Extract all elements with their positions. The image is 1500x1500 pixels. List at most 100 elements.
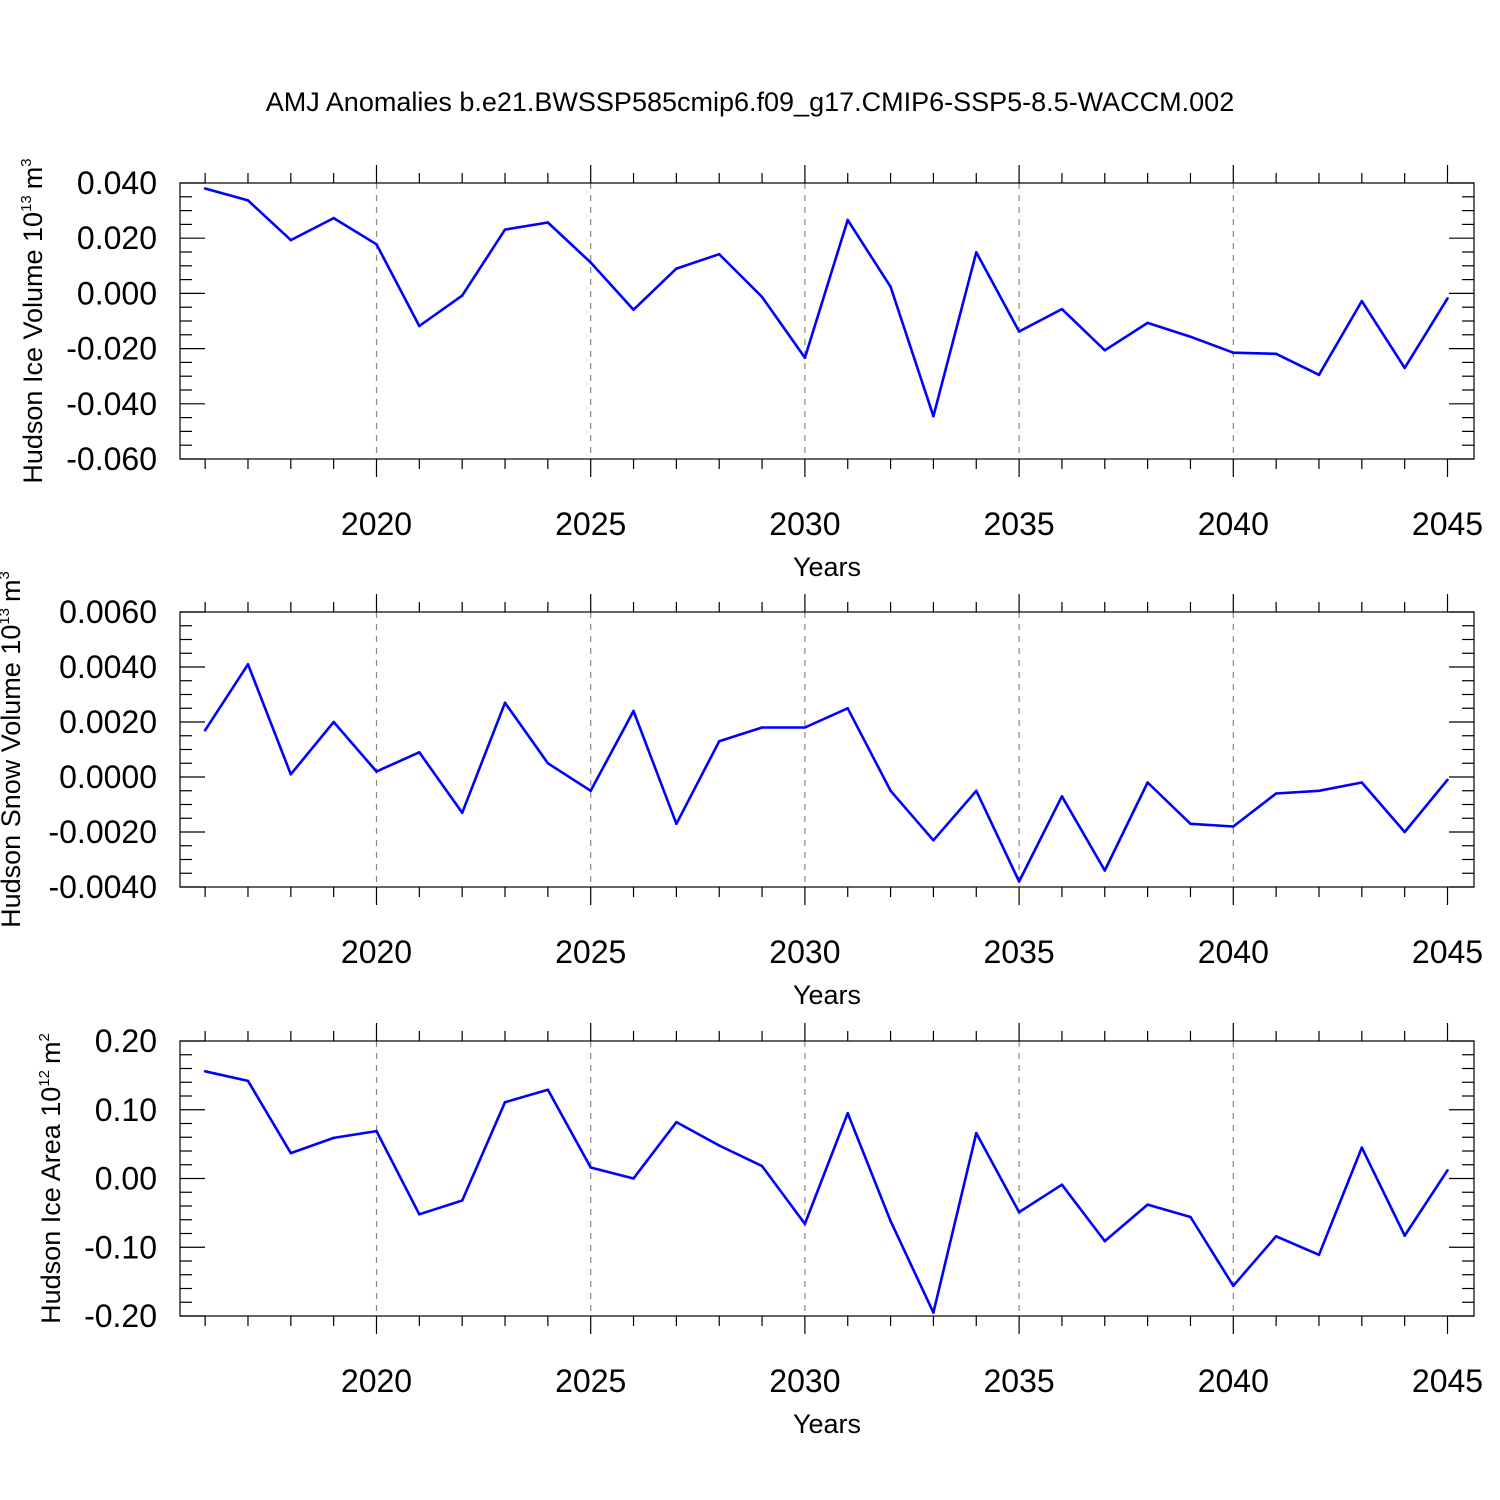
ice-area-data-point [974,1131,978,1135]
ice-area-ylabel-unit-exp: 2 [36,1033,53,1041]
snow-volume-xlabel: Years [793,980,861,1010]
snow-volume-data-point [460,811,464,815]
snow-volume-data-point [1060,794,1064,798]
snow-volume-xtick-label-2045: 2045 [1412,934,1483,970]
ice-volume-data-point [375,242,378,246]
snow-volume-data-point [203,728,207,732]
ice-volume-data-point [503,228,507,231]
snow-volume-ytick-label: -0.0020 [48,814,157,850]
ice-area-xtick-label-2025: 2025 [555,1363,626,1399]
snow-volume-xtick-label-2035: 2035 [984,934,1055,970]
snow-volume-ytick-label: 0.0000 [59,759,157,795]
ice-volume-data-point [1446,297,1449,300]
ice-area-data-point [760,1164,764,1168]
ice-volume-xlabel: Years [793,552,861,582]
ice-volume-data-point [675,267,678,270]
ice-area-ytick-label: 0.00 [95,1161,157,1197]
ice-area-data-point [1017,1210,1021,1214]
ice-area-data-point [889,1219,892,1223]
ice-area-data-point [1060,1183,1064,1186]
ice-area-data-point [1446,1168,1449,1172]
ice-area-data-point [503,1100,507,1104]
ice-area-ylabel-exp: 12 [36,1070,53,1087]
ice-volume-data-point [1274,352,1278,356]
ice-volume-data-point [1060,307,1064,311]
ice-area-data-point [1360,1146,1364,1149]
ice-volume-data-point [1317,373,1321,377]
figure-title: AMJ Anomalies b.e21.BWSSP585cmip6.f09_g1… [266,87,1234,117]
ice-volume-xtick-label-2025: 2025 [555,506,626,542]
ice-volume-ylabel-unit-exp: 3 [18,158,35,166]
snow-volume-data-point [503,701,507,705]
ice-area-data-point [803,1222,807,1226]
ice-volume-ylabel-unit: m [18,167,48,190]
ice-volume-xtick-label-2035: 2035 [984,506,1055,542]
ice-area-xtick-label-2035: 2035 [984,1363,1055,1399]
snow-volume-data-point [418,750,421,754]
ice-area-series-line [204,1070,1449,1314]
ice-volume-data-point [546,221,550,224]
snow-volume-data-point [632,709,635,713]
ice-volume-data-point [1103,348,1107,352]
ice-area-data-point [589,1166,592,1169]
ice-area-data-point [1103,1239,1107,1243]
ice-volume-data-point [1189,335,1192,339]
snow-volume-data-point [289,772,293,776]
ice-volume-data-point [1146,321,1149,325]
snow-volume-data-point [889,789,892,793]
ice-area-xlabel: Years [793,1409,861,1439]
ice-volume-ytick-label: 0.040 [77,165,157,201]
ice-volume-ytick-label: -0.020 [66,331,157,367]
snow-volume-ylabel-exp: 13 [0,608,13,625]
ice-area-data-point [1317,1253,1321,1257]
ice-area-data-point [203,1069,207,1073]
snow-volume-ytick-label: 0.0040 [59,649,157,685]
snow-volume-data-point [1189,822,1192,826]
snow-volume-xtick-label-2040: 2040 [1198,934,1269,970]
snow-volume-data-point [846,706,850,710]
ice-area-data-point [846,1111,850,1115]
ice-volume-data-point [760,295,764,299]
ice-volume-ytick-label: 0.020 [77,220,157,256]
ice-area-data-point [717,1144,721,1147]
ice-volume-data-point [289,238,293,242]
ice-volume-xtick-label-2040: 2040 [1198,506,1269,542]
snow-volume-xtick-label-2030: 2030 [769,934,840,970]
ice-volume-data-point [846,218,850,222]
snow-volume-data-point [932,838,935,842]
ice-area-xtick-label-2045: 2045 [1412,1363,1483,1399]
ice-volume-ytick-label: -0.040 [66,386,157,422]
ice-volume-xtick-label-2045: 2045 [1412,506,1483,542]
snow-volume-data-point [974,789,978,793]
ice-volume-data-point [717,252,721,256]
snow-volume-data-point [589,789,592,793]
snow-volume-ytick-label: 0.0060 [59,594,157,630]
ice-volume-data-point [803,356,807,360]
snow-volume-ylabel-unit: m [0,579,26,602]
ice-volume-data-point [632,308,635,311]
snow-volume-ylabel-name: Hudson Snow Volume 10 [0,625,26,928]
snow-volume-data-point [332,720,335,724]
ice-volume-data-point [974,250,978,254]
ice-area-xtick-label-2030: 2030 [769,1363,840,1399]
snow-volume-data-point [1146,781,1149,784]
ice-area-ytick-label: 0.20 [95,1023,157,1059]
ice-area-data-point [375,1129,378,1133]
ice-area-ytick-label: -0.20 [84,1298,157,1334]
snow-volume-data-point [1274,792,1278,795]
snow-volume-ytick-label: 0.0020 [59,704,157,740]
ice-area-ytick-label: -0.10 [84,1229,157,1265]
snow-volume-ylabel-unit-exp: 3 [0,571,13,579]
ice-volume-data-point [589,261,592,264]
ice-volume-data-point [418,324,421,328]
panels: 2020 2025 2030 2035 2040 2045 Years -0.060 -0.04… [0,158,1483,1439]
panel-ice-volume: 2020 2025 2030 2035 2040 2045 Years -0.060 -0.04… [18,158,1483,582]
snow-volume-data-point [1017,880,1021,883]
ice-area-ylabel-unit: m [36,1041,66,1064]
ice-area-data-point [1274,1234,1278,1238]
ice-volume-ylabel-name: Hudson Ice Volume 10 [18,212,48,484]
ice-volume-data-point [1360,299,1364,303]
ice-area-data-point [546,1088,550,1092]
ice-area-data-point [675,1120,678,1124]
